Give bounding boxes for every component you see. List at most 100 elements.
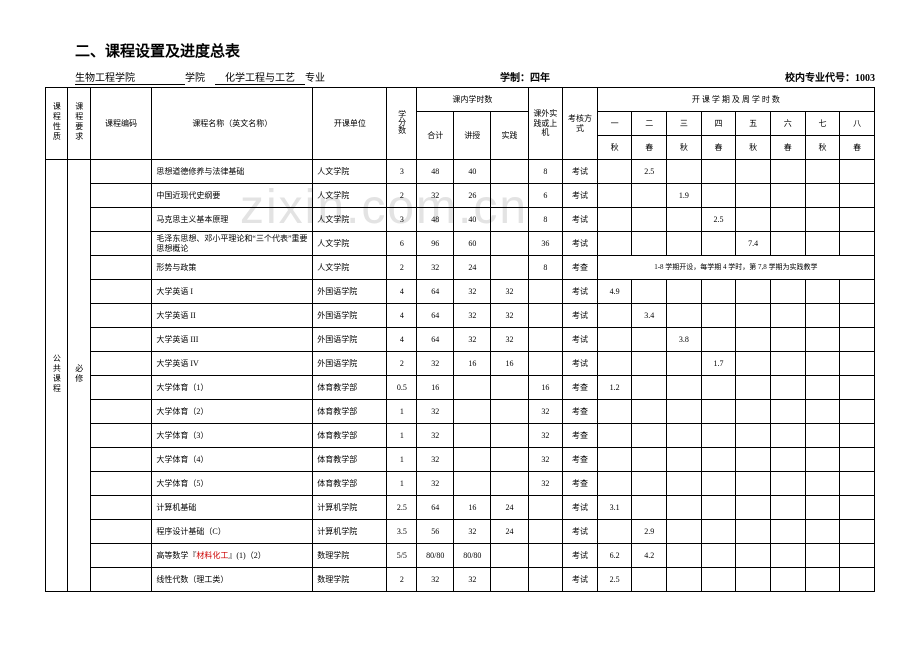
cell-sem-7 (805, 496, 840, 520)
cell-code (90, 160, 152, 184)
th-season-1: 秋 (597, 136, 632, 160)
cell-sem-8 (840, 424, 875, 448)
cell-unit: 体育教学部 (313, 376, 387, 400)
cell-credit: 2.5 (387, 496, 417, 520)
th-sem-7: 七 (805, 112, 840, 136)
table-row: 高等数学『材料化工』(1)（2）数理学院5/580/8080/80考试6.24.… (46, 544, 875, 568)
cell-exam: 考查 (563, 376, 598, 400)
cell-exam: 考试 (563, 208, 598, 232)
table-row: 马克思主义基本原理人文学院348408考试2.5 (46, 208, 875, 232)
cell-practice (491, 184, 528, 208)
cell-credit: 3 (387, 160, 417, 184)
cell-total: 64 (417, 280, 454, 304)
cell-out: 32 (528, 424, 563, 448)
cell-unit: 人文学院 (313, 232, 387, 256)
cell-sem-6 (770, 208, 805, 232)
th-req: 课程要求 (74, 102, 84, 142)
cell-sem-4: 1.7 (701, 352, 736, 376)
cell-sem-5 (736, 544, 771, 568)
cell-sem-6 (770, 184, 805, 208)
cell-sem-8 (840, 376, 875, 400)
cell-name: 马克思主义基本原理 (152, 208, 313, 232)
cell-out: 8 (528, 256, 563, 280)
cell-sem-4 (701, 496, 736, 520)
cell-sem-7 (805, 304, 840, 328)
cell-sem-5 (736, 472, 771, 496)
cell-sem-7 (805, 520, 840, 544)
cell-name: 程序设计基础（C） (152, 520, 313, 544)
cell-unit: 人文学院 (313, 184, 387, 208)
cell-sem-8 (840, 328, 875, 352)
th-practice: 实践 (491, 112, 528, 160)
cell-code (90, 304, 152, 328)
cell-unit: 外国语学院 (313, 328, 387, 352)
cell-sem-6 (770, 232, 805, 256)
cell-sem-5 (736, 376, 771, 400)
cell-sem-2 (632, 568, 667, 592)
cell-sem-2 (632, 448, 667, 472)
cell-out: 32 (528, 448, 563, 472)
cell-practice: 24 (491, 520, 528, 544)
cell-unit: 数理学院 (313, 544, 387, 568)
cell-total: 16 (417, 376, 454, 400)
cell-sem-2 (632, 352, 667, 376)
cell-practice: 32 (491, 280, 528, 304)
cell-out: 32 (528, 472, 563, 496)
cell-code (90, 232, 152, 256)
cell-sem-4 (701, 232, 736, 256)
th-outside: 课外实践或上机 (528, 88, 563, 160)
cell-lecture: 24 (454, 256, 491, 280)
cell-sem-3 (667, 544, 702, 568)
cell-exam: 考试 (563, 568, 598, 592)
th-sem-4: 四 (701, 112, 736, 136)
cell-exam: 考查 (563, 424, 598, 448)
cell-sem-2 (632, 208, 667, 232)
th-lecture: 讲授 (454, 112, 491, 160)
cell-credit: 1 (387, 400, 417, 424)
th-sem-2: 二 (632, 112, 667, 136)
cell-total: 32 (417, 256, 454, 280)
cell-sem-4: 2.5 (701, 208, 736, 232)
cell-sem-5 (736, 304, 771, 328)
cell-sem-8 (840, 352, 875, 376)
cell-name: 大学英语 III (152, 328, 313, 352)
cell-sem-1 (597, 400, 632, 424)
cell-practice (491, 256, 528, 280)
cell-name: 大学体育（3） (152, 424, 313, 448)
cell-sem-6 (770, 376, 805, 400)
cell-sem-8 (840, 520, 875, 544)
th-season-7: 秋 (805, 136, 840, 160)
cell-practice: 32 (491, 304, 528, 328)
th-sem-6: 六 (770, 112, 805, 136)
cell-sem-4 (701, 448, 736, 472)
th-name: 课程名称（英文名称） (152, 88, 313, 160)
cell-sem-3 (667, 208, 702, 232)
table-row: 大学英语 III外国语学院4643232考试3.8 (46, 328, 875, 352)
cell-sem-2 (632, 424, 667, 448)
th-sem-5: 五 (736, 112, 771, 136)
cell-credit: 4 (387, 328, 417, 352)
cell-out: 36 (528, 232, 563, 256)
cell-unit: 人文学院 (313, 256, 387, 280)
cell-sem-2 (632, 376, 667, 400)
cell-sem-7 (805, 352, 840, 376)
cell-total: 64 (417, 328, 454, 352)
table-row: 形势与政策人文学院232248考查1-8 学期开设，每学期 4 学时，第 7,8… (46, 256, 875, 280)
cell-sem-4 (701, 424, 736, 448)
cell-code (90, 472, 152, 496)
cell-unit: 外国语学院 (313, 280, 387, 304)
cell-unit: 体育教学部 (313, 448, 387, 472)
cell-sem-3 (667, 472, 702, 496)
school-label: 学院 (185, 69, 215, 85)
cell-sem-6 (770, 304, 805, 328)
cell-sem-6 (770, 472, 805, 496)
cell-sem-2 (632, 472, 667, 496)
th-sem-8: 八 (840, 112, 875, 136)
cell-sem-7 (805, 280, 840, 304)
cell-sem-5 (736, 160, 771, 184)
cell-sem-3 (667, 376, 702, 400)
cell-sem-8 (840, 544, 875, 568)
cell-exam: 考试 (563, 184, 598, 208)
table-row: 计算机基础计算机学院2.5641624考试3.1 (46, 496, 875, 520)
cell-sem-8 (840, 472, 875, 496)
